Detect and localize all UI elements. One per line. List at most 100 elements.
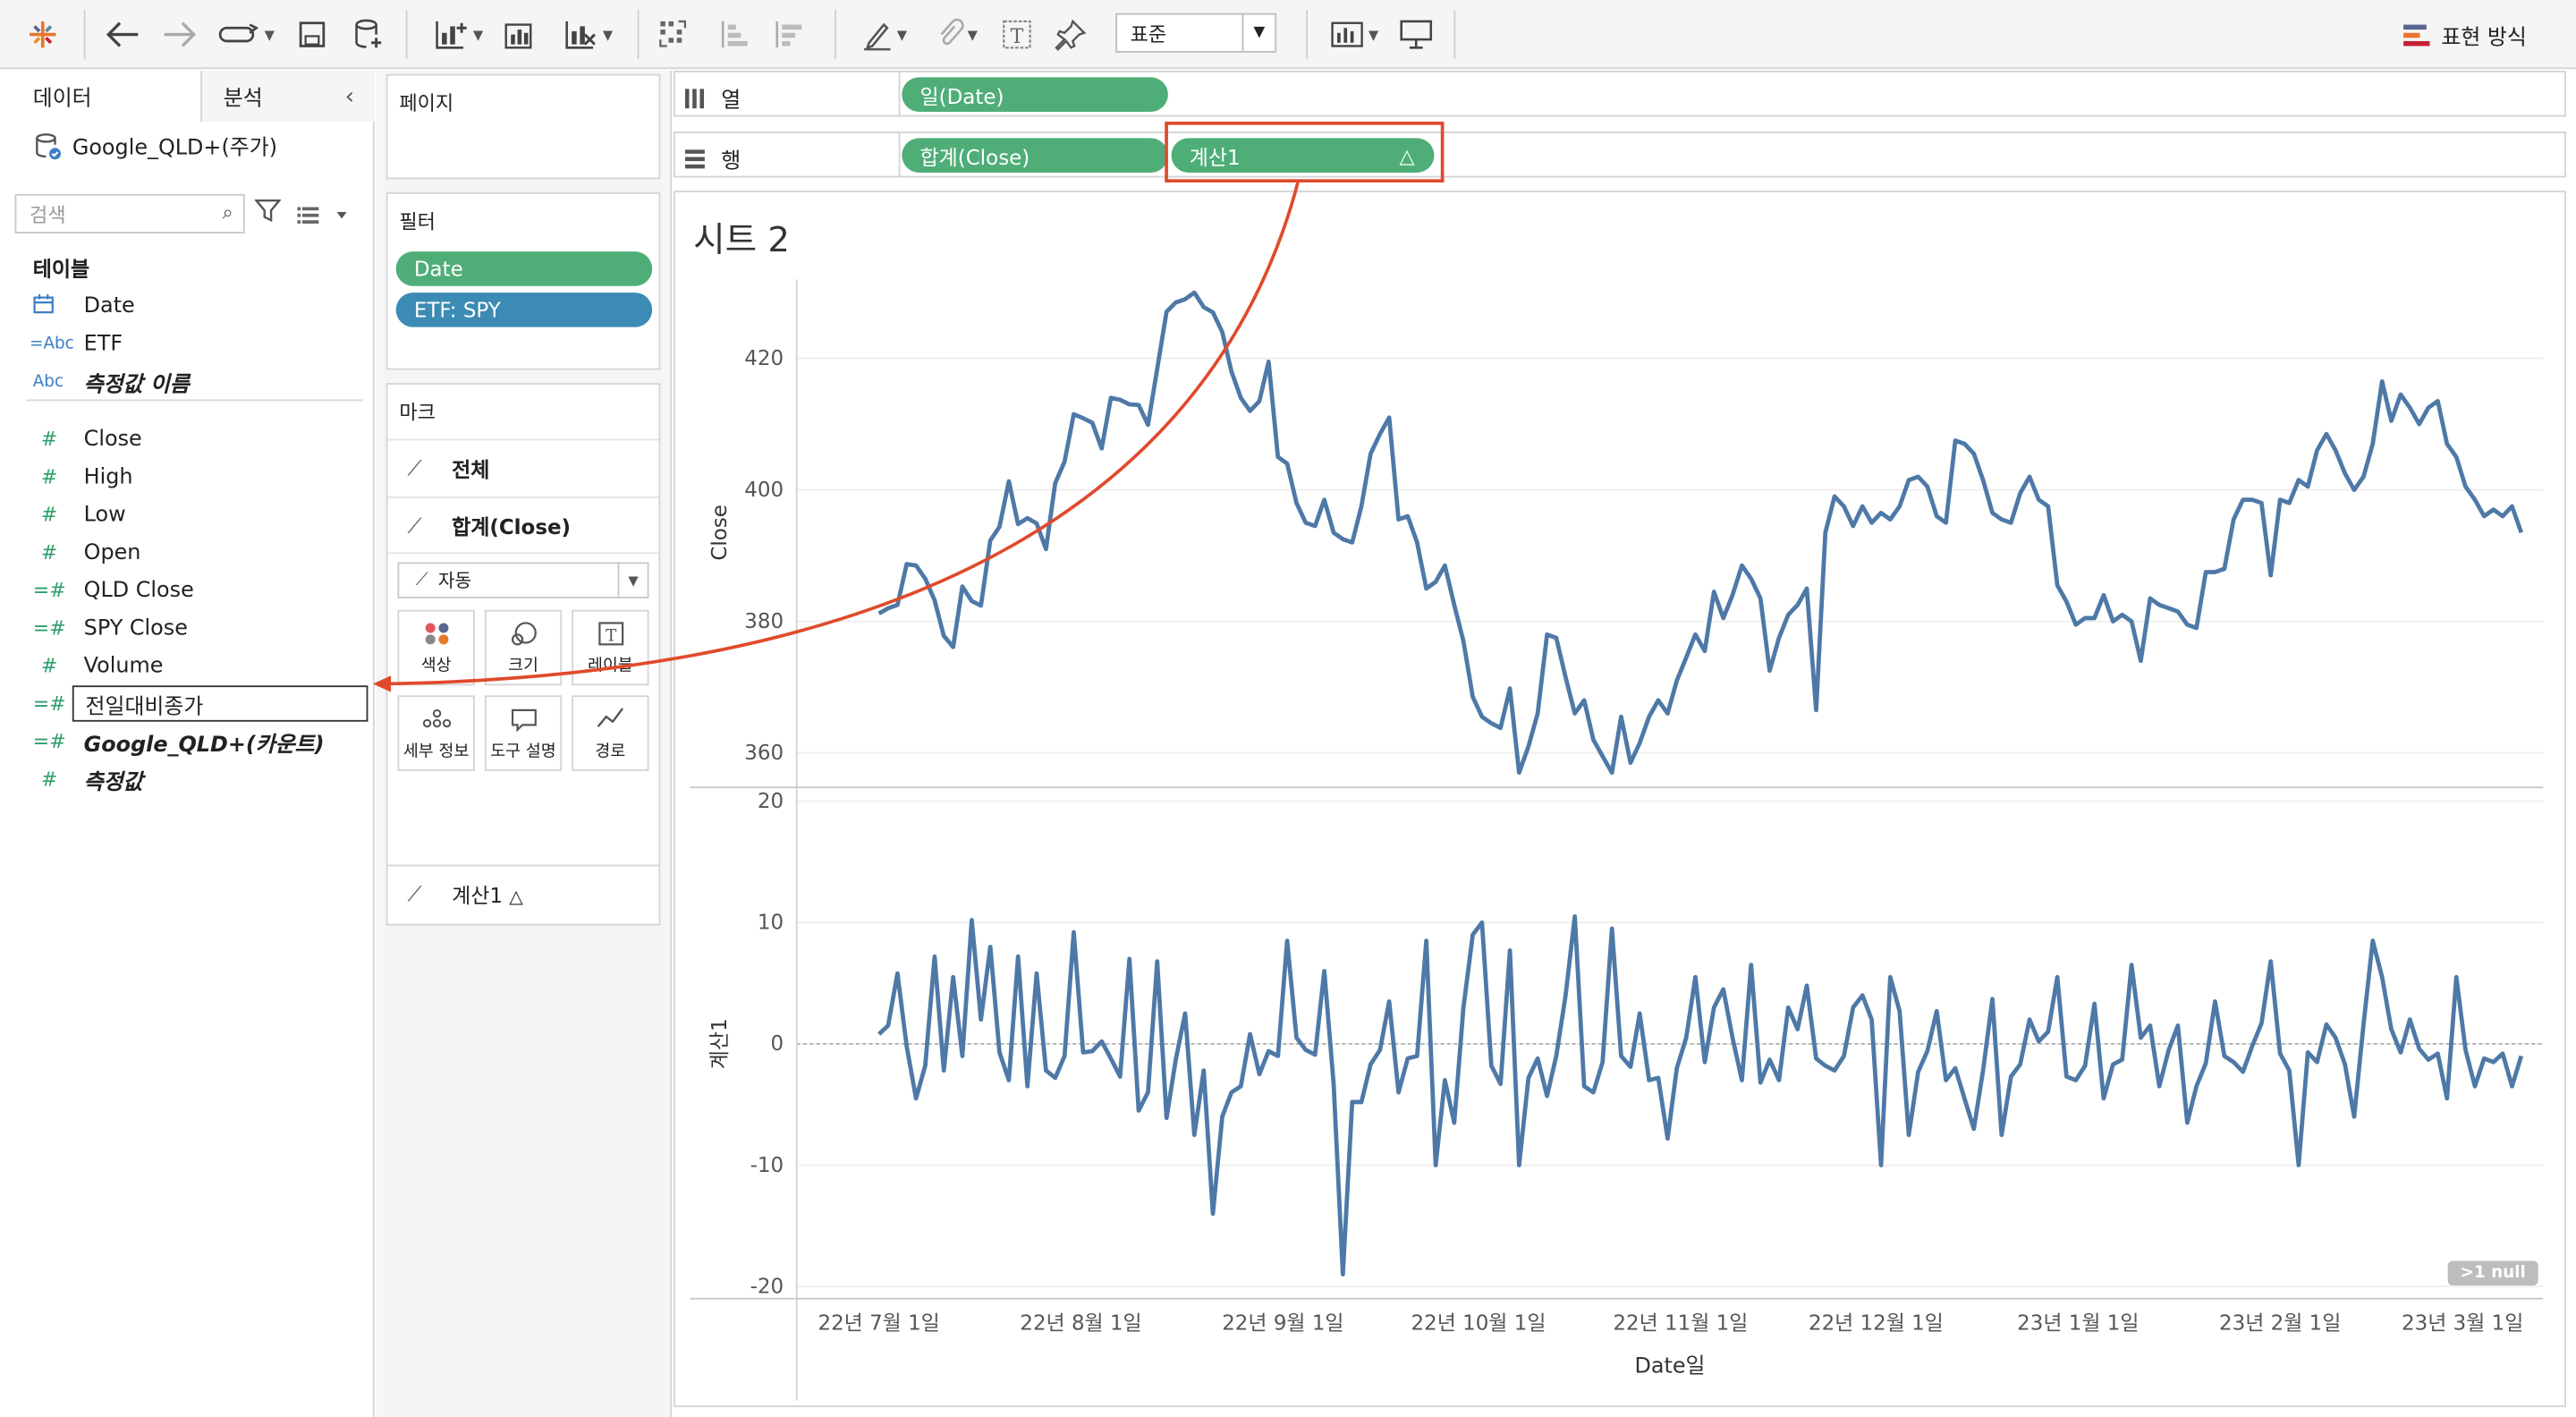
mark-type-select[interactable]: ⟋ 자동 ▼ (397, 562, 649, 598)
fit-icon[interactable]: ▼ (1323, 12, 1385, 57)
filters-card[interactable]: 필터 Date ETF: SPY (386, 191, 661, 370)
field-measure-item[interactable]: # 측정값 (0, 761, 375, 797)
duplicate-sheet-icon[interactable] (501, 12, 540, 57)
line-mark-icon: ⟋ (407, 880, 422, 905)
chevron-down-icon: ▼ (617, 564, 648, 598)
measure-hash-icon: # (40, 654, 58, 678)
highlight-icon[interactable]: ▼ (852, 12, 915, 57)
measure-hash-icon: # (40, 503, 58, 527)
rows-pill-sum-close-label: 합계(Close) (919, 144, 1030, 170)
group-icon[interactable]: ▼ (925, 12, 987, 57)
datasource-icon (36, 132, 61, 159)
path-button[interactable]: 경로 (572, 695, 649, 771)
pages-card[interactable]: 페이지 (386, 73, 661, 180)
abc-icon: Abc (32, 372, 64, 391)
rows-shelf-label: 행 (684, 143, 741, 174)
field-measure-item[interactable]: =# SPY Close (0, 610, 375, 646)
rows-pill-sum-close[interactable]: 합계(Close) (902, 138, 1168, 173)
line-mark-icon: ⟋ (407, 454, 422, 479)
tab-data-label: 데이터 (32, 87, 92, 112)
filter-pill-etf[interactable]: ETF: SPY (395, 293, 653, 327)
tab-analytics-label: 분석 (223, 87, 263, 112)
field-measure-item[interactable]: # Close (0, 420, 375, 456)
sort-asc-icon[interactable] (715, 12, 754, 57)
tooltip-button[interactable]: 도구 설명 (484, 695, 563, 771)
null-indicator[interactable]: >1 null (2447, 1260, 2538, 1286)
field-dimension-item[interactable]: Abc 측정값 이름 (0, 363, 375, 399)
tableau-logo-icon[interactable] (23, 12, 63, 57)
marks-all-row[interactable]: ⟋ 전체 (387, 438, 659, 495)
detail-button[interactable]: 세부 정보 (397, 695, 475, 771)
color-icon (424, 623, 448, 645)
tab-analytics[interactable]: 분석 (201, 71, 375, 122)
tab-data[interactable]: 데이터 (0, 71, 202, 122)
pane-tabs: 데이터 분석 ‹ (0, 71, 375, 122)
rows-label-text: 행 (721, 149, 741, 174)
line-mark-icon: ⟋ (415, 568, 428, 590)
rename-field-input[interactable]: 전일대비종가 (72, 685, 369, 722)
label-button-label: 레이블 (587, 658, 633, 676)
marks-all-label: 전체 (452, 456, 490, 482)
field-measure-item[interactable]: =# 전일대비종가 (0, 685, 375, 722)
fit-select[interactable]: 표준 ▼ (1115, 13, 1277, 53)
save-icon[interactable] (294, 12, 330, 57)
label-icon[interactable]: T (997, 12, 1037, 57)
color-button[interactable]: 색상 (397, 609, 475, 686)
detail-button-label: 세부 정보 (402, 742, 470, 761)
delta-icon: △ (1399, 143, 1415, 167)
field-divider (26, 399, 363, 402)
field-label: 측정값 (83, 769, 143, 795)
rows-shelf[interactable]: 행 합계(Close) 계산1 △ (674, 132, 2566, 178)
show-me-button[interactable]: 표현 방식 (2402, 20, 2527, 51)
pages-card-title: 페이지 (399, 91, 454, 115)
size-button[interactable]: 크기 (484, 609, 563, 686)
field-measure-item[interactable]: =# Google_QLD+(카운트) (0, 724, 375, 759)
field-measure-item[interactable]: # Open (0, 534, 375, 570)
sheet-title: 시트 2 (693, 220, 790, 260)
svg-text:T: T (605, 627, 616, 646)
rows-pill-calc1[interactable]: 계산1 △ (1171, 138, 1435, 173)
chevron-down-icon: ▼ (1241, 14, 1275, 51)
swap-icon[interactable] (654, 12, 693, 57)
abc-calc-icon: =Abc (30, 334, 74, 353)
columns-shelf[interactable]: 열 일(Date) (674, 71, 2566, 117)
presentation-icon[interactable] (1396, 12, 1436, 57)
clear-sheet-icon[interactable]: ▼ (555, 12, 621, 57)
columns-shelf-label: 열 (684, 82, 741, 114)
field-measure-item[interactable]: # Low (0, 496, 375, 532)
detail-icon (421, 708, 451, 728)
view-list-icon[interactable] (297, 200, 347, 232)
rename-field-value: 전일대비종가 (85, 694, 204, 719)
field-dimension-item[interactable]: =Abc ETF (0, 326, 375, 361)
label-mark-icon: T (597, 622, 623, 646)
path-icon (596, 708, 623, 727)
chevron-left-icon[interactable]: ‹ (344, 82, 355, 110)
label-button[interactable]: T 레이블 (572, 609, 649, 686)
datasource-item[interactable]: Google_QLD+(주가) (33, 130, 277, 161)
search-input[interactable]: 검색 ⌕ (14, 193, 245, 233)
field-measure-item[interactable]: =# QLD Close (0, 572, 375, 607)
back-icon[interactable] (102, 12, 145, 57)
marks-sum-close-row[interactable]: ⟋ 합계(Close) (387, 496, 659, 552)
field-measure-item[interactable]: # High (0, 459, 375, 495)
filter-icon[interactable] (253, 198, 282, 231)
new-worksheet-icon[interactable]: ▼ (424, 12, 493, 57)
marks-calc-row[interactable]: ⟋ 계산1 △ (387, 864, 659, 921)
measure-hash-icon: # (40, 465, 58, 488)
measure-hash-icon: # (40, 540, 58, 564)
new-datasource-icon[interactable] (348, 12, 387, 57)
columns-pill-date[interactable]: 일(Date) (902, 77, 1168, 112)
filter-pill-date[interactable]: Date (395, 251, 653, 286)
field-label: SPY Close (83, 615, 188, 641)
field-label: Volume (83, 653, 164, 679)
color-button-label: 색상 (420, 658, 452, 676)
field-label: Open (83, 539, 141, 565)
forward-icon[interactable] (157, 12, 200, 57)
pin-icon[interactable] (1051, 12, 1090, 57)
field-measure-item[interactable]: # Volume (0, 648, 375, 683)
redo-icon[interactable]: ▼ (214, 12, 279, 57)
datasource-name: Google_QLD+(주가) (72, 136, 278, 162)
sort-desc-icon[interactable] (769, 12, 809, 57)
field-dimension-item[interactable]: Date (0, 288, 375, 324)
size-icon (511, 622, 536, 646)
